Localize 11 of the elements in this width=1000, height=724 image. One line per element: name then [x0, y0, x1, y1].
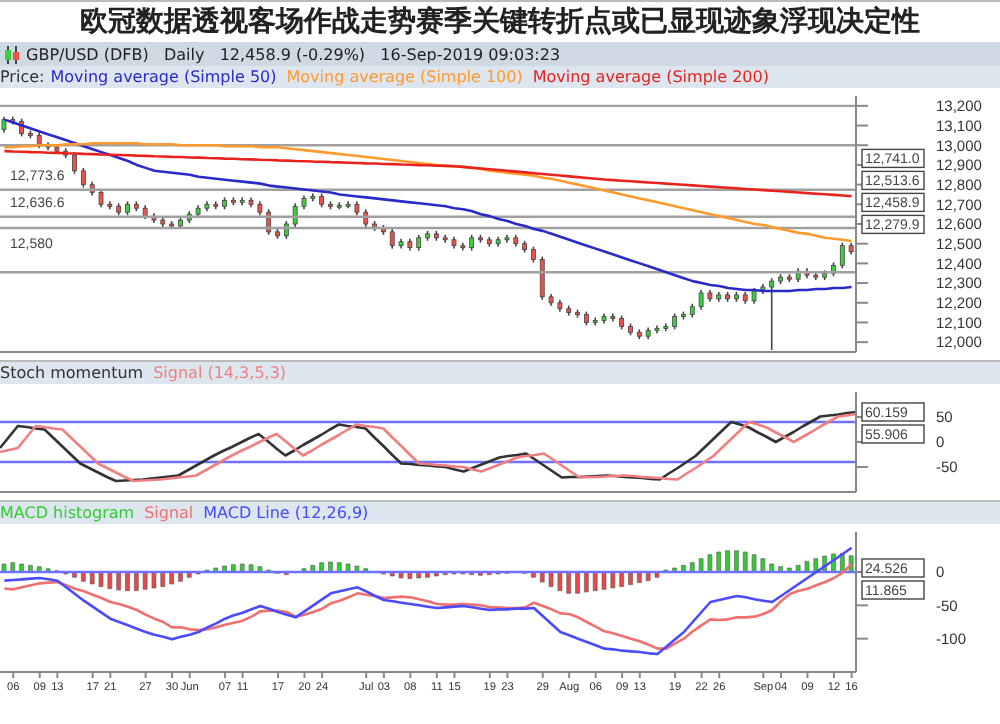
- legend-title: Price:: [0, 66, 45, 88]
- text: Moving average (Simple 100): [286, 66, 523, 88]
- text: Moving average (Simple 200): [532, 66, 769, 88]
- chart-subtitle: GBP/USD (DFB) Daily 12,458.9 (-0.29%) 16-Sep-2019 09:03:23: [26, 45, 561, 63]
- chart-title: 欧冠数据透视客场作战走势赛季关键转折点或已显现迹象浮现决定性: [78, 3, 922, 42]
- text: Moving average (Simple 50): [50, 66, 277, 88]
- text: Stoch momentum: [0, 362, 144, 384]
- text: MACD histogram: [0, 502, 135, 524]
- text: Signal (14,3,5,3): [153, 362, 287, 384]
- text: Signal: [144, 502, 194, 524]
- text: MACD Line (12,26,9): [203, 502, 369, 524]
